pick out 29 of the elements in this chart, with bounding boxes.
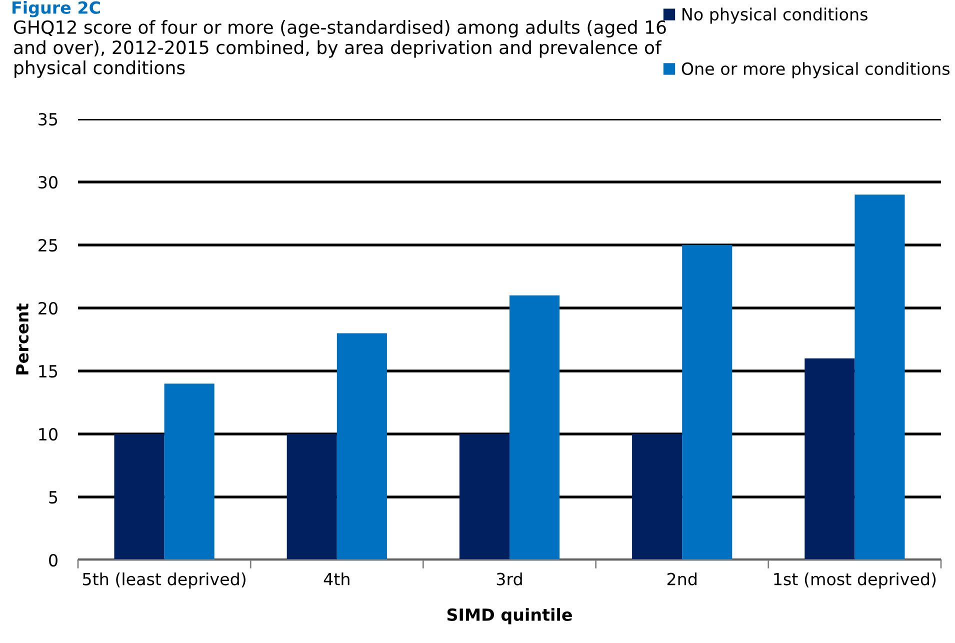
y-tick-label: 15 bbox=[39, 365, 58, 378]
x-tick-label: 4th bbox=[324, 572, 350, 586]
bar bbox=[510, 295, 560, 560]
y-tick-label: 35 bbox=[38, 112, 58, 126]
y-axis-title: Percent bbox=[16, 304, 29, 374]
bar bbox=[336, 333, 387, 560]
bar bbox=[632, 434, 682, 560]
y-tick-label: 5 bbox=[49, 491, 58, 504]
y-tick-label: 20 bbox=[38, 302, 58, 315]
chart-title: Figure 2C bbox=[12, 1, 100, 18]
x-tick-label: 1st (most deprived) bbox=[774, 572, 936, 589]
x-tick-label: 2nd bbox=[667, 572, 696, 586]
x-axis-title: SIMD quintile bbox=[447, 608, 572, 624]
bar bbox=[114, 434, 164, 560]
legend-label: One or more physical conditions bbox=[682, 62, 950, 78]
y-tick-label: 10 bbox=[39, 428, 58, 441]
y-tick-label: 25 bbox=[38, 238, 58, 252]
bar bbox=[286, 434, 337, 560]
chart-subtitle: GHQ12 score of four or more (age-standardised) among adults (aged 16 and over), 2012-2015 combined, by area deprivation and prevalence of physical conditions bbox=[14, 20, 666, 78]
bar bbox=[164, 384, 214, 560]
bar bbox=[459, 434, 510, 560]
x-tick-label: 5th (least deprived) bbox=[82, 572, 246, 589]
x-tick-label: 3rd bbox=[496, 572, 522, 586]
y-tick-label: 30 bbox=[38, 176, 58, 189]
bar bbox=[682, 245, 732, 560]
y-tick-label: 0 bbox=[49, 554, 58, 567]
bar bbox=[804, 358, 855, 560]
bar bbox=[854, 194, 905, 560]
legend-label: No physical conditions bbox=[682, 8, 868, 24]
